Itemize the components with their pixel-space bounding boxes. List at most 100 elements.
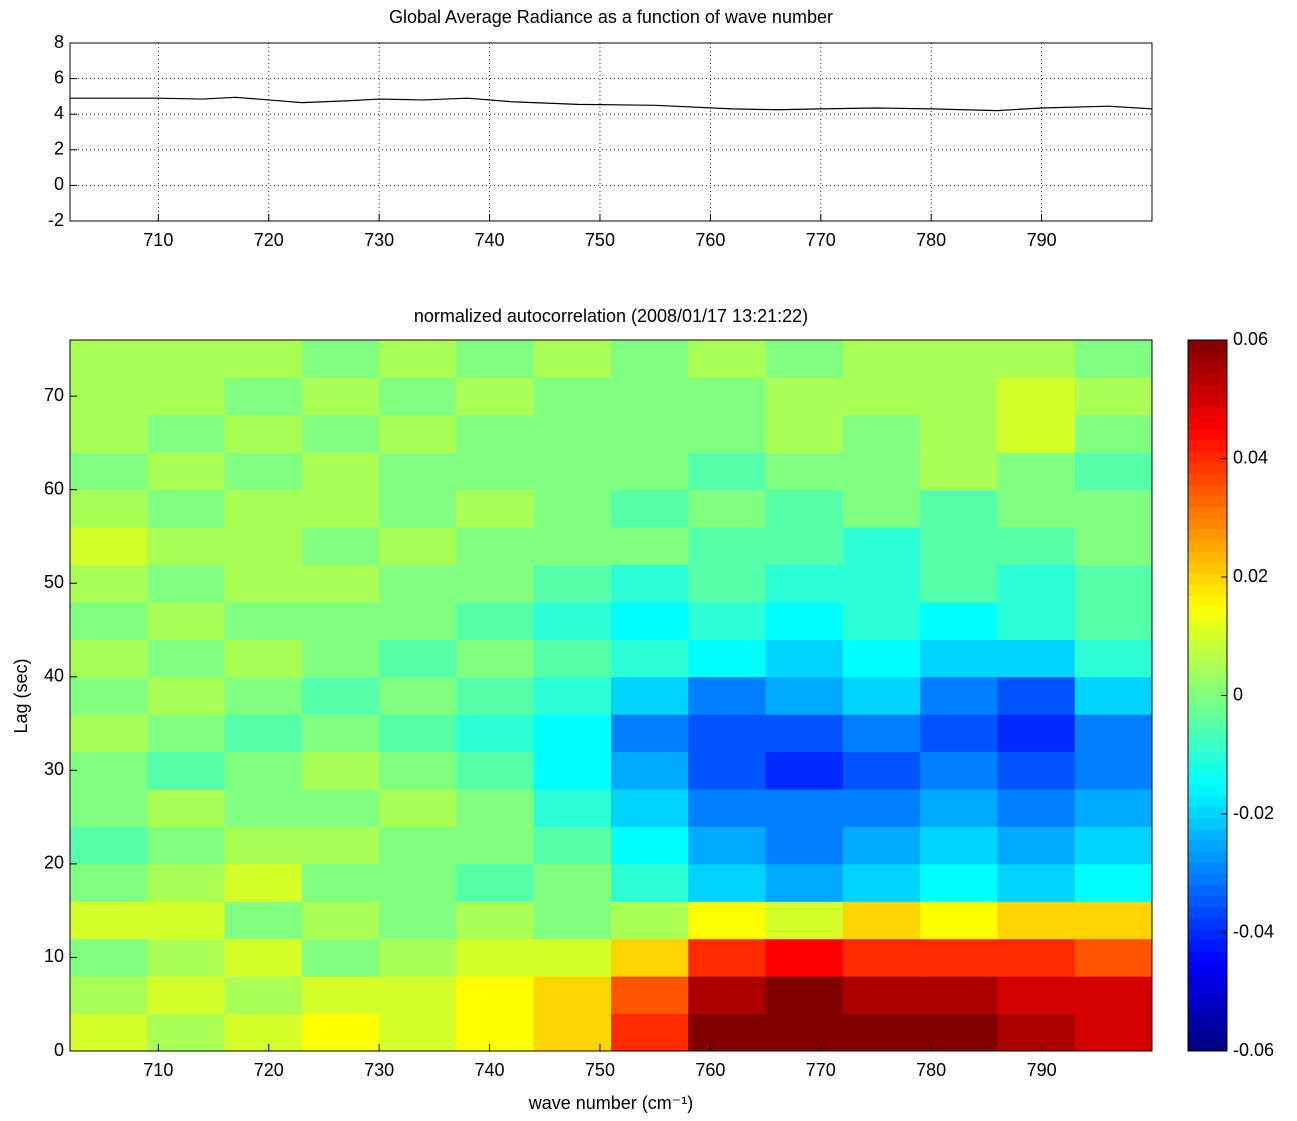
heatmap-cell — [920, 826, 998, 865]
colorbar-swatch — [1188, 939, 1227, 952]
colorbar-swatch — [1188, 462, 1227, 474]
heatmap-cell — [997, 751, 1076, 790]
heatmap-cell — [379, 489, 457, 528]
colorbar-tick-label: -0.02 — [1233, 803, 1274, 823]
heatmap-cell — [611, 564, 689, 603]
heatmap-cell — [301, 714, 380, 753]
heatmap-cell — [224, 714, 303, 753]
heatmap-cell — [301, 639, 380, 678]
heatmap-cell — [224, 938, 303, 977]
x-tick-label: 710 — [143, 1060, 173, 1080]
heatmap-cell — [379, 676, 457, 715]
heatmap-cell — [1074, 639, 1153, 678]
colorbar-swatch — [1188, 828, 1227, 841]
heatmap-cell — [920, 676, 998, 715]
heatmap-cell — [611, 714, 689, 753]
colorbar-swatch — [1188, 884, 1227, 896]
heatmap-cell — [301, 901, 380, 940]
colorbar-swatch — [1188, 639, 1227, 652]
heatmap-cell — [1074, 601, 1153, 640]
heatmap-cell — [456, 639, 535, 678]
heatmap-cell — [765, 564, 844, 603]
colorbar-swatch — [1188, 839, 1227, 852]
heatmap-cell — [611, 976, 689, 1015]
heatmap-cell — [611, 826, 689, 865]
heatmap-cell — [70, 564, 148, 603]
heatmap-cell — [920, 901, 998, 940]
heatmap-cell — [997, 676, 1076, 715]
colorbar-swatch — [1188, 1028, 1227, 1041]
heatmap-cell — [147, 863, 226, 902]
colorbar-tick-label: -0.04 — [1233, 921, 1274, 941]
x-tick-label: 760 — [695, 1060, 725, 1080]
colorbar-swatch — [1188, 562, 1227, 574]
heatmap-cell — [224, 377, 303, 416]
x-tick-label: 720 — [254, 230, 284, 250]
colorbar-swatch — [1188, 628, 1227, 641]
heatmap-cell — [456, 452, 535, 491]
colorbar-swatch — [1188, 573, 1227, 585]
heatmap-cell — [611, 527, 689, 566]
heatmap-cell — [379, 601, 457, 640]
colorbar-swatch — [1188, 906, 1227, 919]
heatmap-cell — [301, 452, 380, 491]
heatmap-cell — [533, 676, 612, 715]
colorbar-swatch — [1188, 695, 1227, 708]
heatmap-cell — [688, 377, 767, 416]
colorbar-swatch — [1188, 484, 1227, 497]
heatmap-cell — [997, 601, 1076, 640]
heatmap-cell — [688, 1013, 767, 1052]
heatmap-cell — [842, 676, 921, 715]
heatmap-cell — [842, 976, 921, 1015]
heatmap-cell — [456, 377, 535, 416]
heatmap-cell — [1074, 564, 1153, 603]
colorbar-swatch — [1188, 417, 1227, 430]
heatmap-cell — [379, 414, 457, 453]
heatmap-cell — [688, 676, 767, 715]
heatmap-cell — [301, 527, 380, 566]
heatmap-cell — [688, 340, 767, 378]
heatmap-cell — [533, 826, 612, 865]
colorbar-swatch — [1188, 1039, 1227, 1052]
x-tick-label: 750 — [585, 1060, 615, 1080]
colorbar-swatch — [1188, 684, 1227, 696]
heatmap-cell — [147, 452, 226, 491]
heatmap-cell — [224, 527, 303, 566]
colorbar-swatch — [1188, 439, 1227, 452]
colorbar-swatch — [1188, 862, 1227, 874]
heatmap-cell — [147, 676, 226, 715]
x-tick-label: 750 — [585, 230, 615, 250]
heatmap-cell — [456, 564, 535, 603]
heatmap-cell — [147, 938, 226, 977]
heatmap-cell — [301, 489, 380, 528]
y-tick-label: -2 — [48, 210, 64, 230]
heatmap-cell — [533, 414, 612, 453]
heatmap-title: normalized autocorrelation (2008/01/17 1… — [414, 306, 808, 326]
heatmap-cell — [842, 340, 921, 378]
heatmap-cell — [997, 489, 1076, 528]
heatmap-cell — [765, 976, 844, 1015]
heatmap-cell — [842, 826, 921, 865]
heatmap-cell — [611, 414, 689, 453]
colorbar-swatch — [1188, 584, 1227, 597]
heatmap-cell — [842, 639, 921, 678]
heatmap-cell — [224, 414, 303, 453]
colorbar-swatch — [1188, 895, 1227, 908]
heatmap-cell — [997, 452, 1076, 491]
x-tick-label: 730 — [364, 1060, 394, 1080]
colorbar-swatch — [1188, 728, 1227, 741]
heatmap-cell — [611, 676, 689, 715]
heatmap-cell — [379, 527, 457, 566]
heatmap-cell — [533, 527, 612, 566]
heatmap-cell — [147, 564, 226, 603]
heatmap-cell — [1074, 751, 1153, 790]
heatmap-cell — [611, 863, 689, 902]
x-axis-label: wave number (cm⁻¹) — [528, 1093, 694, 1113]
colorbar-swatch — [1188, 395, 1227, 408]
heatmap-cell — [688, 976, 767, 1015]
heatmap-cell — [765, 826, 844, 865]
heatmap-cell — [1074, 414, 1153, 453]
heatmap-cell — [224, 564, 303, 603]
x-tick-label: 780 — [916, 1060, 946, 1080]
